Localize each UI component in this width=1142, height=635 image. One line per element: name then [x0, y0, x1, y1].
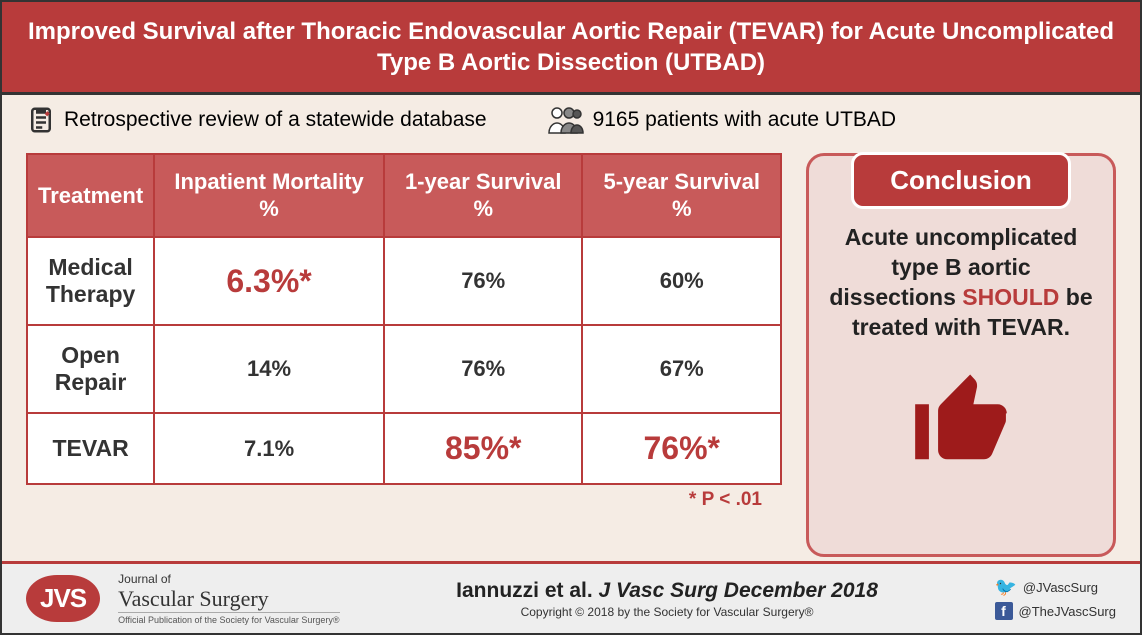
- twitter-handle: @JVascSurg: [1023, 580, 1098, 595]
- p-value-footnote: * P < .01: [26, 489, 782, 511]
- conclusion-header: Conclusion: [851, 152, 1071, 209]
- col-5yr: 5-year Survival %: [582, 154, 781, 237]
- table-cell: 76%: [384, 237, 583, 325]
- people-icon: [547, 105, 585, 135]
- table-cell: 7.1%: [154, 413, 384, 484]
- table-cell: 67%: [582, 325, 781, 413]
- row-label: TEVAR: [27, 413, 154, 484]
- conclusion-box: Conclusion Acute uncomplicated type B ao…: [806, 153, 1116, 557]
- citation-text: Iannuzzi et al. J Vasc Surg December 201…: [358, 579, 977, 603]
- info-row: Retrospective review of a statewide data…: [2, 95, 1140, 145]
- page-title: Improved Survival after Thoracic Endovas…: [22, 16, 1120, 78]
- journal-main: Vascular Surgery: [118, 586, 339, 612]
- facebook-row: f @TheJVascSurg: [995, 602, 1117, 620]
- facebook-icon: f: [995, 602, 1013, 620]
- table-section: Treatment Inpatient Mortality % 1-year S…: [26, 153, 782, 557]
- results-table: Treatment Inpatient Mortality % 1-year S…: [26, 153, 782, 485]
- citation-author: Iannuzzi et al.: [456, 579, 598, 602]
- study-description: Retrospective review of a statewide data…: [26, 105, 487, 135]
- table-row: TEVAR7.1%85%*76%*: [27, 413, 781, 484]
- twitter-row: 🐦 @JVascSurg: [995, 577, 1117, 598]
- conclusion-should: SHOULD: [962, 284, 1059, 310]
- study-description-text: Retrospective review of a statewide data…: [64, 108, 487, 132]
- thumbs-up-icon: [906, 363, 1016, 478]
- table-cell: 76%*: [582, 413, 781, 484]
- citation-block: Iannuzzi et al. J Vasc Surg December 201…: [358, 579, 977, 619]
- jvs-logo: JVS: [26, 575, 100, 622]
- clipboard-icon: [26, 105, 56, 135]
- table-cell: 76%: [384, 325, 583, 413]
- twitter-icon: 🐦: [995, 577, 1017, 598]
- table-row: MedicalTherapy6.3%*76%60%: [27, 237, 781, 325]
- social-links: 🐦 @JVascSurg f @TheJVascSurg: [995, 577, 1117, 620]
- infographic-container: Improved Survival after Thoracic Endovas…: [0, 0, 1142, 635]
- table-header-row: Treatment Inpatient Mortality % 1-year S…: [27, 154, 781, 237]
- table-row: OpenRepair14%76%67%: [27, 325, 781, 413]
- col-treatment: Treatment: [27, 154, 154, 237]
- patient-count-text: 9165 patients with acute UTBAD: [593, 108, 897, 132]
- table-cell: 60%: [582, 237, 781, 325]
- journal-name-block: Journal of Vascular Surgery Official Pub…: [118, 572, 339, 625]
- copyright-text: Copyright © 2018 by the Society for Vasc…: [358, 605, 977, 619]
- table-cell: 85%*: [384, 413, 583, 484]
- col-1yr: 1-year Survival %: [384, 154, 583, 237]
- table-cell: 6.3%*: [154, 237, 384, 325]
- conclusion-text: Acute uncomplicated type B aortic dissec…: [809, 209, 1113, 357]
- citation-journal: J Vasc Surg December 2018: [599, 579, 878, 602]
- content-area: Treatment Inpatient Mortality % 1-year S…: [2, 145, 1140, 561]
- facebook-handle: @TheJVascSurg: [1019, 604, 1117, 619]
- col-mortality: Inpatient Mortality %: [154, 154, 384, 237]
- row-label: MedicalTherapy: [27, 237, 154, 325]
- table-cell: 14%: [154, 325, 384, 413]
- footer: JVS Journal of Vascular Surgery Official…: [2, 561, 1140, 633]
- journal-pre: Journal of: [118, 572, 339, 586]
- patient-count: 9165 patients with acute UTBAD: [547, 105, 897, 135]
- title-bar: Improved Survival after Thoracic Endovas…: [2, 2, 1140, 95]
- journal-sub: Official Publication of the Society for …: [118, 612, 339, 625]
- row-label: OpenRepair: [27, 325, 154, 413]
